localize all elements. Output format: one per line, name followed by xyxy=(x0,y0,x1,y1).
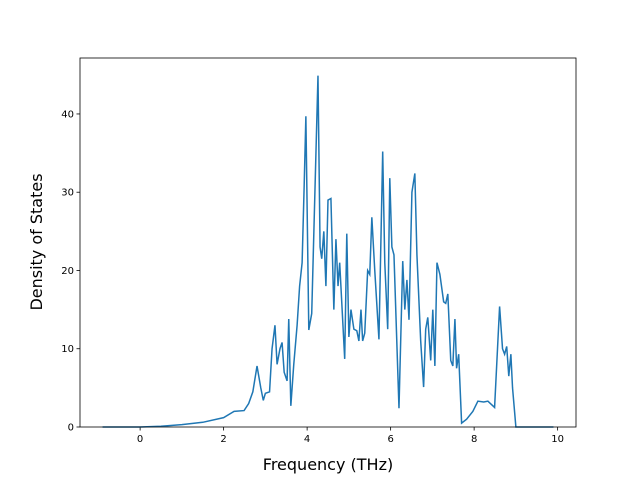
y-tick-label: 0 xyxy=(68,423,74,434)
x-tick-label: 2 xyxy=(220,434,226,445)
x-tick-label: 6 xyxy=(387,434,393,445)
plot-frame xyxy=(79,57,577,428)
y-tick-label: 30 xyxy=(61,188,74,199)
y-axis-label: Density of States xyxy=(27,173,46,310)
x-tick-label: 4 xyxy=(304,434,310,445)
x-tick-label: 0 xyxy=(137,434,143,445)
y-tick-label: 20 xyxy=(61,266,74,277)
line xyxy=(102,75,554,428)
y-tick-label: 40 xyxy=(61,109,74,120)
y-tick-label: 10 xyxy=(61,344,74,355)
x-tick-label: 8 xyxy=(471,434,477,445)
x-tick-label: 10 xyxy=(551,434,564,445)
x-axis-label: Frequency (THz) xyxy=(263,455,393,474)
